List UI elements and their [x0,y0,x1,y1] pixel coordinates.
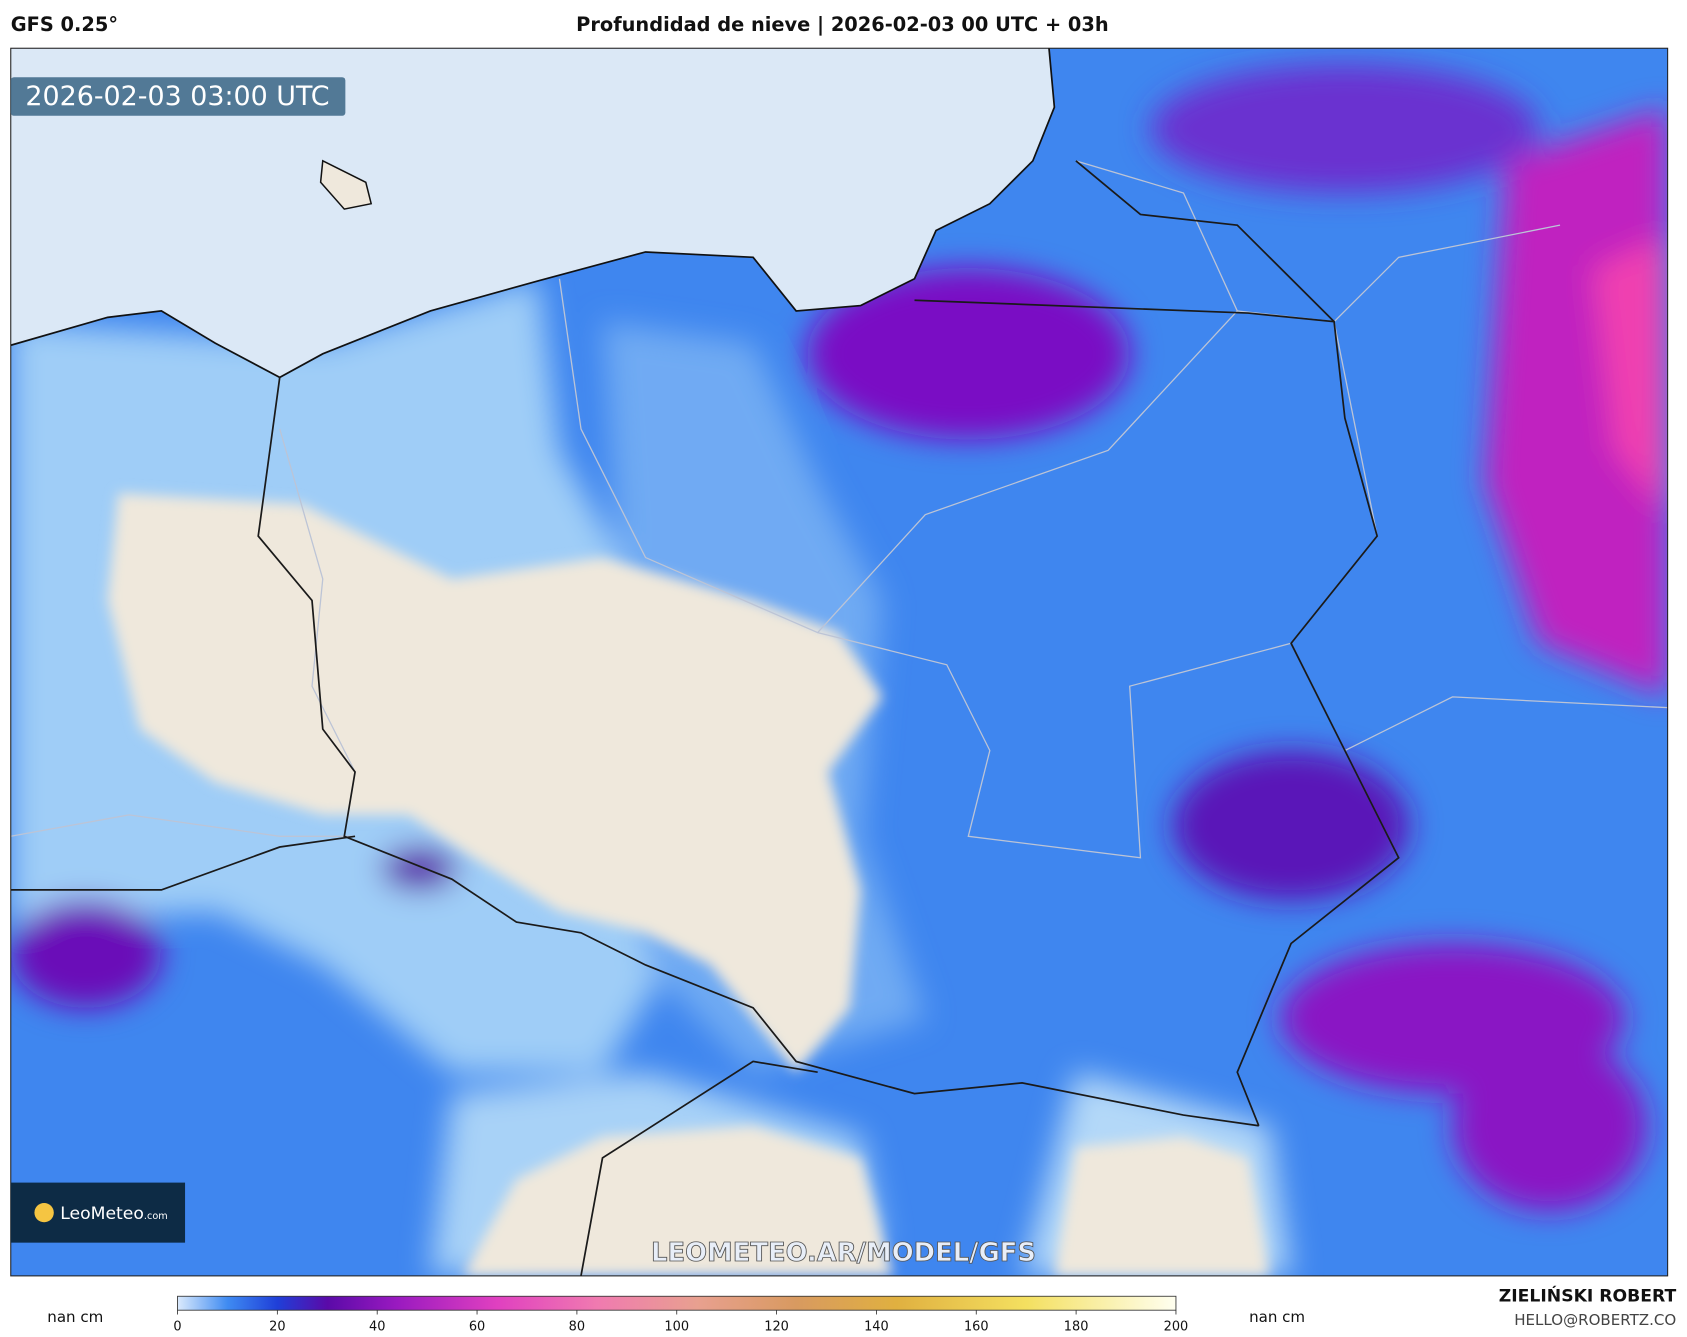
colorbar-tick-label: 80 [569,1320,585,1335]
colorbar-tick-label: 160 [964,1320,989,1335]
watermark: LEOMETEO.AR/MODEL/GFS [651,1238,1036,1268]
colorbar [177,1295,1177,1311]
coastline [10,48,1056,379]
email: HELLO@ROBERTZ.CO [1514,1311,1676,1329]
map [10,48,1668,1276]
colorbar-tick-label: 180 [1064,1320,1089,1335]
country-borders [10,160,1400,1276]
colorbar-ticks: 0 20 40 60 80 100 120 140 160 180 200 [173,1310,1189,1335]
author: ZIELIŃSKI ROBERT [1499,1285,1677,1307]
logo-brand: LeoMeteo [60,1204,144,1224]
colorbar-tick-label: 0 [173,1320,181,1335]
model-label: GFS 0.25° [11,13,118,36]
colorbar-tick-label: 60 [469,1320,485,1335]
colorbar-tick-label: 140 [864,1320,889,1335]
colorbar-tick-label: 20 [269,1320,285,1335]
timestamp: 2026-02-03 03:00 UTC [25,81,329,112]
land-no-snow [462,1125,1270,1276]
unit-right: nan cm [1249,1308,1305,1326]
map-title: Profundidad de nieve | 2026-02-03 00 UTC… [576,13,1108,36]
timestamp-box [10,77,346,116]
sea [10,48,1055,378]
logo-sun [34,1202,54,1223]
land-no-snow [107,493,883,1073]
unit-left: nan cm [47,1308,103,1326]
colorbar-tick-label: 120 [764,1320,789,1335]
logo-suffix: .com [144,1211,168,1222]
logo-text: LeoMeteo.com [60,1204,167,1224]
island [319,159,373,210]
colorbar-tick-label: 200 [1164,1320,1189,1335]
colorbar-tick-label: 100 [664,1320,689,1335]
map-frame [10,47,1669,1277]
colorbar-tick-label: 40 [369,1320,385,1335]
